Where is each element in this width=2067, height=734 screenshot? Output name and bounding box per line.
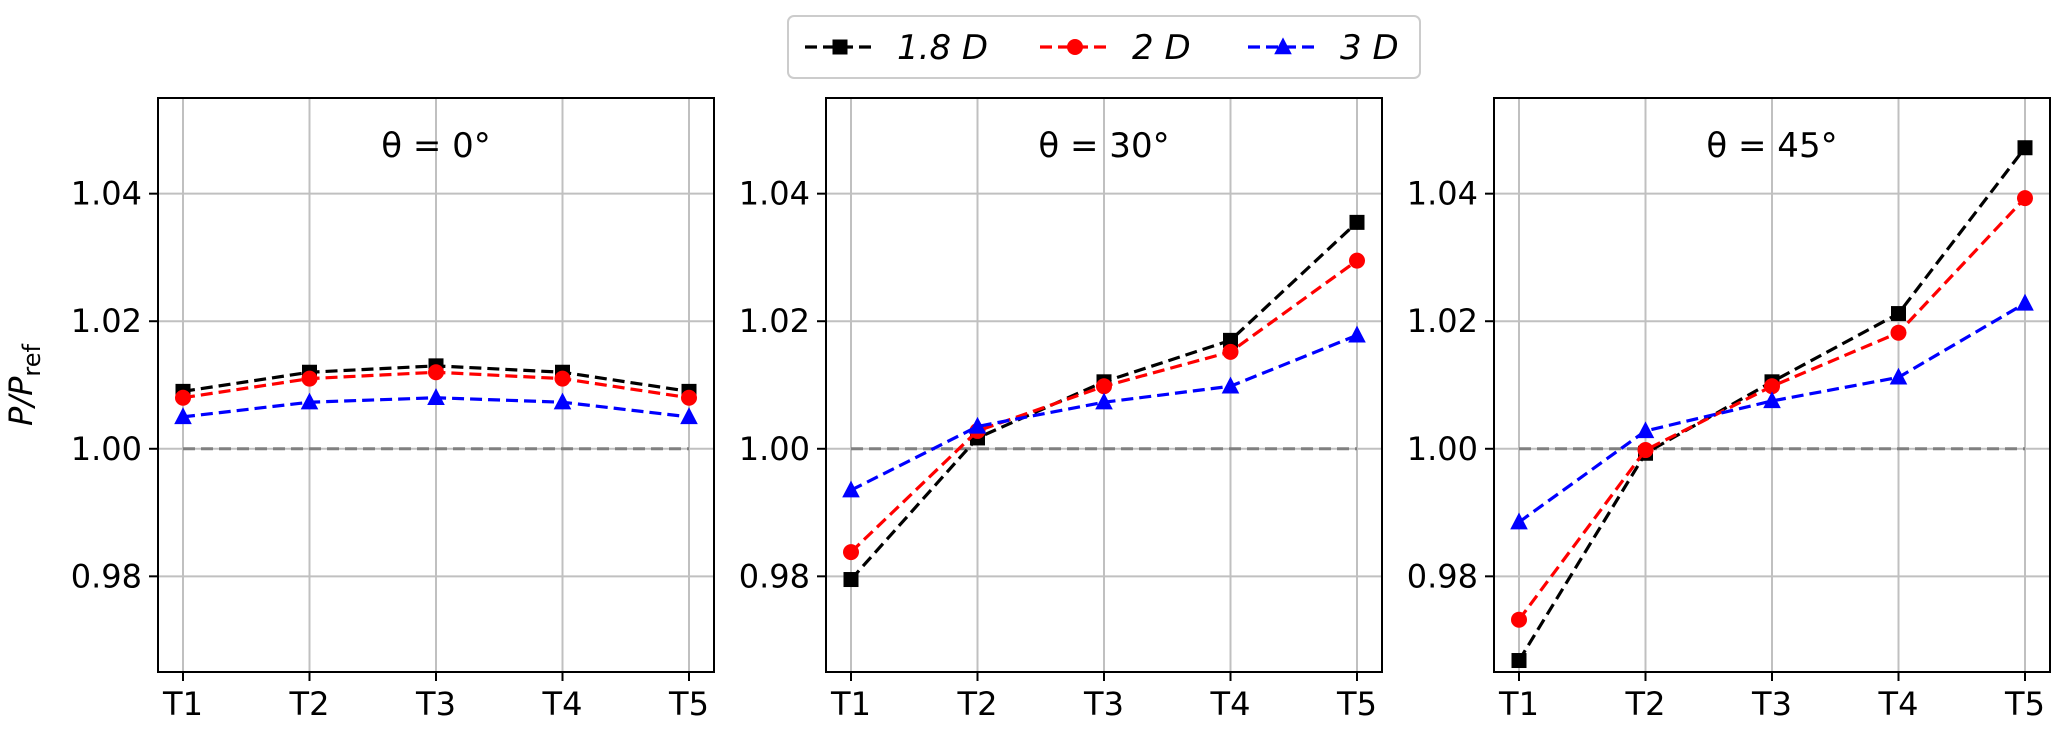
legend-entry: 1.8 D <box>805 28 988 68</box>
legend-entry: 2 D <box>1040 28 1191 68</box>
data-point <box>2016 293 2034 311</box>
y-tick-label: 0.98 <box>71 557 142 595</box>
legend-marker <box>1067 39 1083 55</box>
data-point <box>1511 611 1527 628</box>
data-point <box>1637 442 1654 459</box>
y-tick-label: 1.04 <box>739 175 810 213</box>
data-point <box>2017 140 2033 156</box>
y-axis-label: P/Pref <box>2 343 46 425</box>
series-3-d <box>174 388 698 425</box>
data-point <box>1223 332 1238 348</box>
x-tick-label: T2 <box>289 685 330 723</box>
data-point <box>175 389 191 406</box>
panel-1: T1 T2 T3 T4 T5 0.98 1.00 1.02 1.04 θ = 0° P/Pref <box>2 97 715 723</box>
data-point <box>681 389 697 406</box>
data-point <box>843 572 859 588</box>
data-point <box>1636 421 1655 439</box>
data-point <box>680 407 698 425</box>
data-point <box>1891 306 1906 322</box>
x-tick-label: T2 <box>1625 685 1666 723</box>
x-tick-label: T1 <box>830 685 871 723</box>
data-point <box>1764 378 1780 395</box>
data-point <box>428 364 444 381</box>
x-tick-label: T3 <box>1083 685 1124 723</box>
y-tick-label: 1.00 <box>739 430 810 468</box>
data-point <box>1348 325 1366 343</box>
x-tick-label: T3 <box>415 685 456 723</box>
series-2-d <box>843 252 1365 561</box>
series-3-d <box>1510 293 2034 530</box>
legend-label: 1.8 D <box>897 28 988 68</box>
data-point <box>1890 324 1907 341</box>
data-point <box>1222 343 1239 360</box>
data-point <box>1096 378 1112 395</box>
x-tick-label: T4 <box>1878 685 1919 723</box>
x-tick-label: T3 <box>1751 685 1792 723</box>
data-point <box>553 392 572 410</box>
legend-entry: 3 D <box>1248 28 1399 68</box>
data-point <box>174 407 192 425</box>
chart-panels: T1 T2 T3 T4 T50.981.001.021.04θ = 0°P/PrefT1… <box>2 97 2051 723</box>
data-point <box>1511 653 1527 669</box>
data-point <box>554 370 571 387</box>
y-tick-label: 1.04 <box>71 175 142 213</box>
panel-title: θ = 0° <box>381 126 491 166</box>
x-tick-label: T1 <box>162 685 203 723</box>
legend-marker <box>1274 37 1292 55</box>
data-point <box>1095 392 1113 410</box>
data-point <box>1349 252 1365 269</box>
y-tick-label: 1.00 <box>1407 430 1478 468</box>
data-point <box>968 416 987 434</box>
data-point <box>1510 512 1528 530</box>
panel-title: θ = 45° <box>1706 126 1837 166</box>
data-point <box>1349 214 1365 230</box>
y-tick-label: 0.98 <box>1407 557 1478 595</box>
series-3-d <box>842 325 1366 498</box>
x-tick-label: T5 <box>2004 685 2045 723</box>
panel-title: θ = 30° <box>1038 126 1169 166</box>
data-point <box>842 480 860 498</box>
x-tick-label: T5 <box>1336 685 1377 723</box>
x-tick-label: T5 <box>668 685 709 723</box>
y-tick-label: 1.02 <box>739 302 810 340</box>
data-point <box>843 544 859 561</box>
y-tick-label: 1.02 <box>1407 302 1478 340</box>
legend-label: 3 D <box>1340 28 1399 68</box>
legend: 1.8 D 2 D 3 D <box>787 15 1421 79</box>
data-point <box>1889 367 1908 385</box>
data-point <box>301 370 318 387</box>
data-point <box>2017 190 2033 207</box>
y-tick-label: 1.02 <box>71 302 142 340</box>
data-point <box>1221 376 1240 394</box>
series-2-d <box>1511 190 2033 628</box>
y-tick-label: 1.00 <box>71 430 142 468</box>
y-tick-label: 0.98 <box>739 557 810 595</box>
x-tick-label: T2 <box>957 685 998 723</box>
legend-label: 2 D <box>1132 28 1191 68</box>
x-tick-label: T4 <box>542 685 583 723</box>
y-tick-label: 1.04 <box>1407 175 1478 213</box>
panel-2: T1 T2 T3 T4 T5 0.98 1.00 1.02 1.04 θ = 30° <box>739 97 1383 723</box>
x-tick-label: T1 <box>1498 685 1539 723</box>
data-point <box>300 392 319 410</box>
x-tick-label: T4 <box>1210 685 1251 723</box>
data-point <box>427 388 445 405</box>
series-2-d <box>175 364 697 406</box>
legend-marker <box>832 39 848 55</box>
data-point <box>1763 391 1781 409</box>
panel-3: T1 T2 T3 T4 T5 0.98 1.00 1.02 1.04 θ = 45° <box>1407 97 2051 723</box>
